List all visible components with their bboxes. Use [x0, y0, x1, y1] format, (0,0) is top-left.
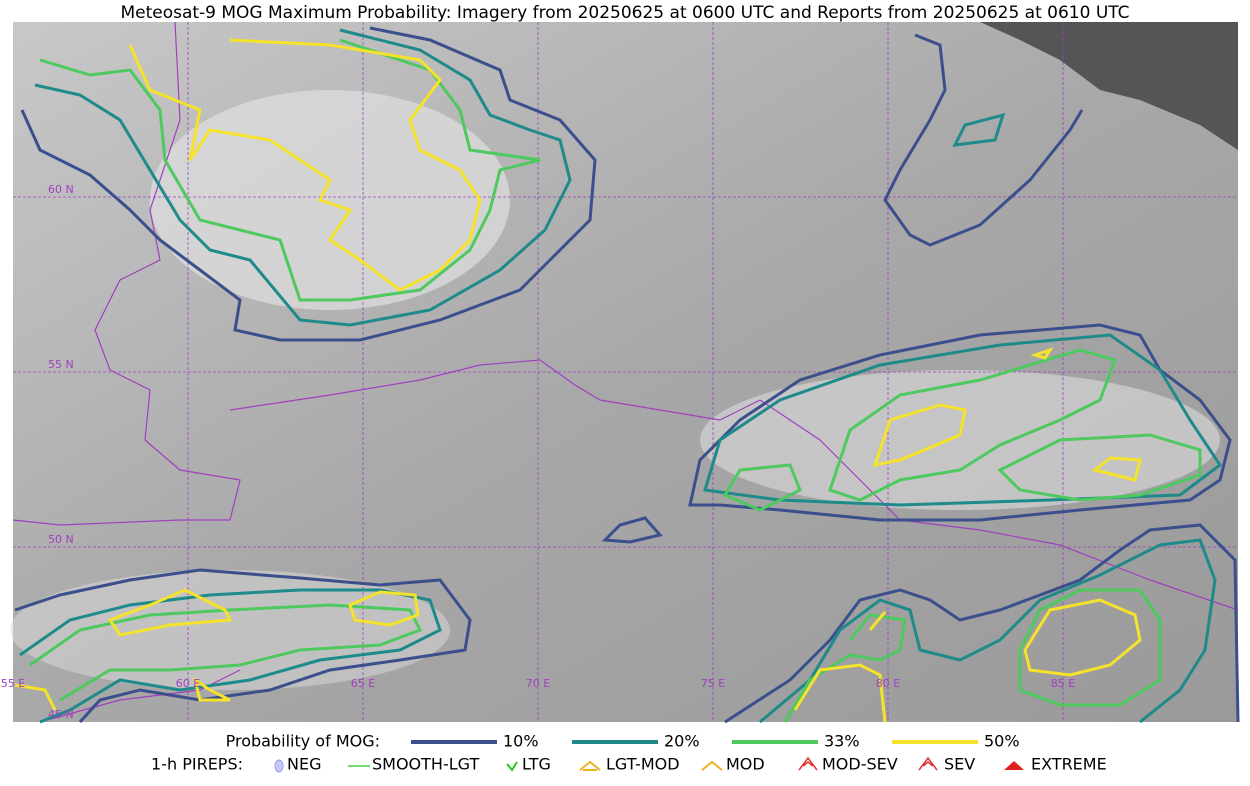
border-line	[229, 359, 761, 421]
lon-label: 70 E	[526, 677, 550, 690]
grid	[13, 22, 1238, 722]
legend-label: MOD-SEV	[822, 755, 898, 774]
borders	[12, 21, 1239, 723]
contour-50	[128, 38, 482, 292]
legend-symbol	[918, 756, 938, 771]
lon-label: 60 E	[176, 677, 200, 690]
contour-50	[872, 347, 1142, 482]
lon-label: 55 E	[1, 677, 25, 690]
legend-symbol	[701, 760, 723, 771]
contour-10	[14, 568, 472, 724]
legend-label: 50%	[984, 732, 1020, 751]
border-line	[759, 399, 1239, 611]
grid-labels: 60 N 55 N 50 N 45 N 55 E 60 E 65 E 70 E …	[1, 183, 1075, 721]
legend-title: Probability of MOG:	[226, 732, 380, 751]
legend-label: SEV	[944, 755, 975, 774]
contour-33	[29, 603, 423, 702]
contour-50	[793, 598, 1142, 723]
legend-label: 33%	[824, 732, 860, 751]
contour-20	[759, 538, 1217, 724]
contour-50	[14, 588, 420, 711]
contour-20	[703, 333, 1223, 507]
legend-label: NEG	[287, 755, 321, 774]
contour-10	[688, 323, 1232, 522]
border-line	[12, 21, 241, 526]
legend-symbol	[506, 761, 518, 772]
lat-label: 45 N	[48, 708, 74, 721]
lon-label: 85 E	[1051, 677, 1075, 690]
lon-label: 80 E	[876, 677, 900, 690]
title: Meteosat-9 MOG Maximum Probability: Imag…	[120, 3, 1129, 23]
lat-label: 50 N	[48, 533, 74, 546]
lat-label: 55 N	[48, 358, 74, 371]
contour-10	[20, 26, 597, 342]
legend-label: MOD	[726, 755, 765, 774]
legend-symbol	[579, 760, 601, 771]
border-line	[39, 669, 241, 723]
contours	[14, 26, 1240, 724]
legend-label: 20%	[664, 732, 700, 751]
legend-label: SMOOTH-LGT	[372, 755, 479, 774]
contour-10	[601, 516, 663, 544]
lon-label: 65 E	[351, 677, 375, 690]
contour-33	[39, 38, 541, 302]
no-data-area	[980, 22, 1238, 150]
cloud	[700, 370, 1220, 510]
contour-33	[722, 348, 1202, 512]
lon-label: 75 E	[701, 677, 725, 690]
cloud	[10, 570, 450, 690]
map: 60 N 55 N 50 N 45 N 55 E 60 E 65 E 70 E …	[1, 21, 1240, 724]
legend-symbol	[1004, 761, 1024, 770]
cloud	[150, 90, 510, 310]
contour-20	[952, 112, 1006, 147]
legend-label: 10%	[503, 732, 539, 751]
legend-label: LTG	[522, 755, 551, 774]
legend-label: LGT-MOD	[606, 755, 680, 774]
contour-10	[724, 523, 1240, 724]
legend-label: EXTREME	[1031, 755, 1107, 774]
contour-20	[34, 28, 572, 327]
legend: Probability of MOG: 10% 20% 33% 50% 1-h …	[151, 732, 1107, 774]
legend-symbol	[274, 759, 284, 773]
legend-symbol	[798, 756, 818, 771]
legend-title: 1-h PIREPS:	[151, 755, 243, 774]
lat-label: 60 N	[48, 183, 74, 196]
contour-10	[883, 33, 1084, 247]
